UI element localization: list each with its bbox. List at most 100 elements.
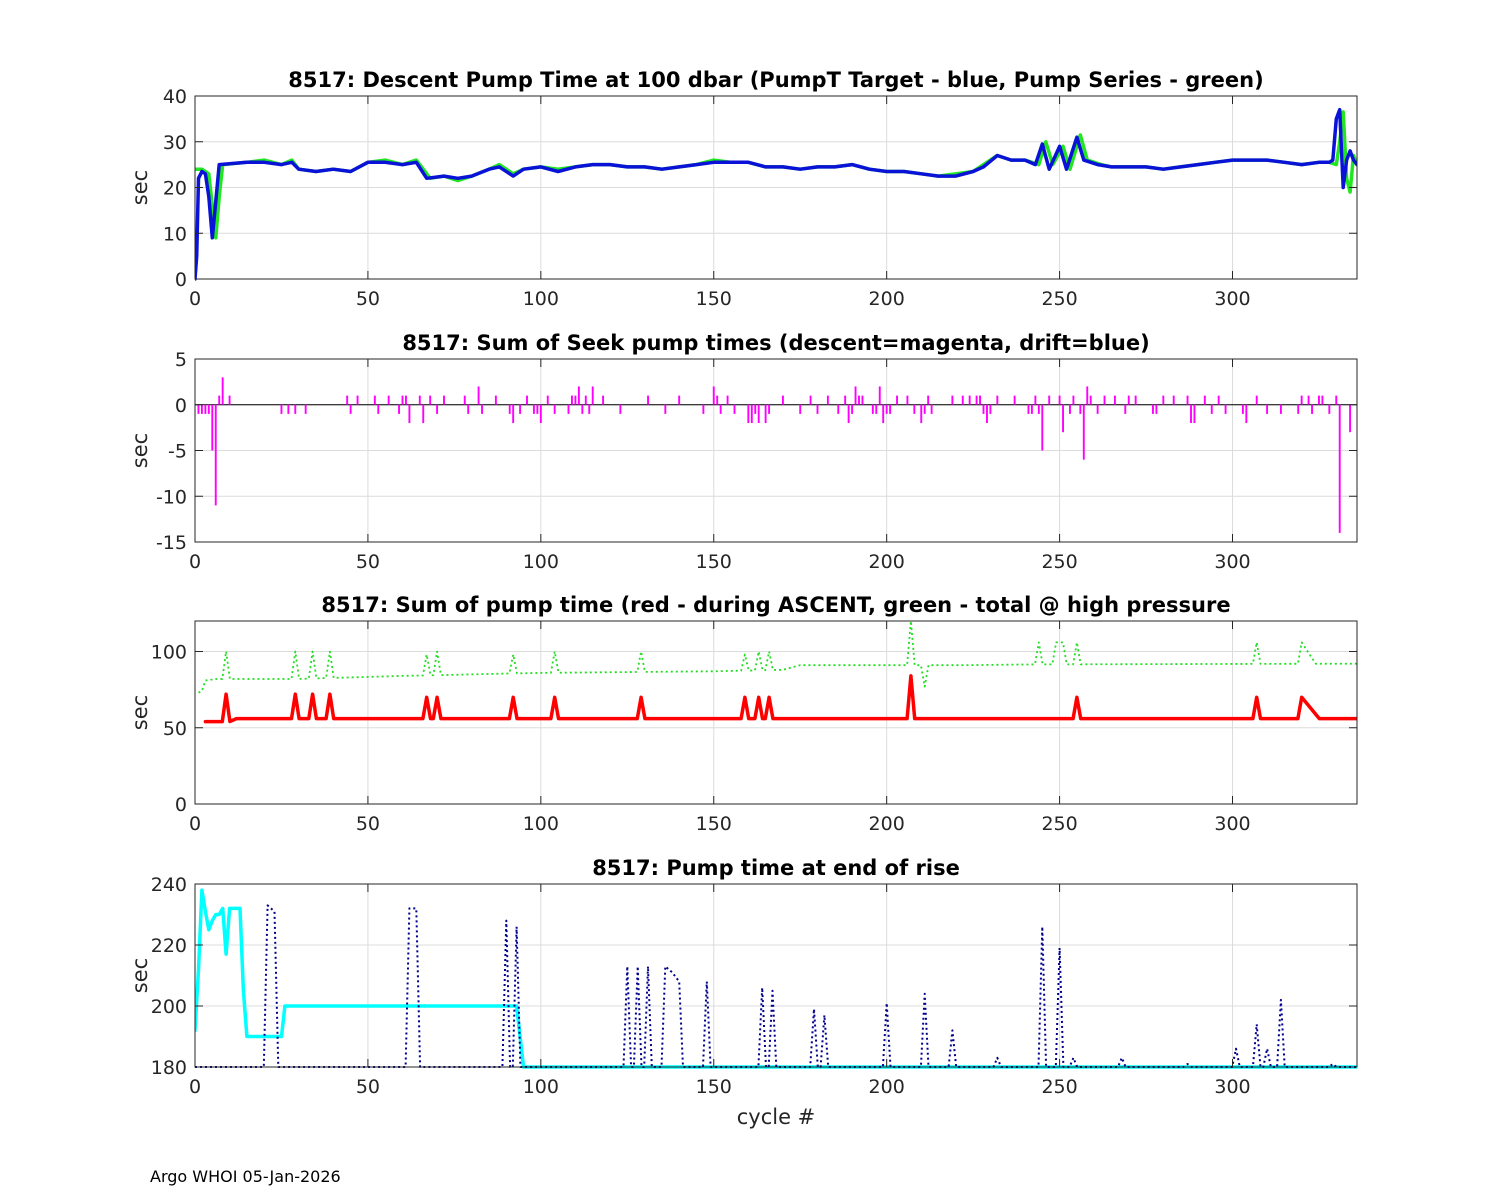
seek-bar	[211, 404, 214, 451]
footer-credit: Argo WHOI 05-Jan-2026	[150, 1167, 341, 1186]
seek-bar	[647, 395, 649, 405]
seek-bar	[1224, 404, 1227, 414]
y-tick-label: 40	[163, 86, 187, 108]
seek-bar	[536, 404, 539, 414]
seek-bar	[443, 395, 445, 405]
x-tick-label: 150	[696, 288, 732, 310]
x-tick-label: 250	[1041, 551, 1077, 573]
x-axis-label: cycle #	[737, 1105, 816, 1129]
seek-bar	[1082, 404, 1085, 460]
x-tick-label: 0	[189, 551, 201, 573]
y-tick-label: 180	[151, 1057, 187, 1079]
x-tick-label: 200	[869, 813, 905, 835]
seek-bar	[401, 395, 404, 405]
x-tick-label: 0	[189, 288, 201, 310]
seek-bar	[584, 395, 587, 405]
seek-bar	[1349, 404, 1352, 433]
seek-bar	[1203, 395, 1206, 405]
seek-bar	[861, 395, 864, 405]
x-tick-label: 50	[356, 1076, 380, 1098]
seek-bar	[996, 395, 999, 405]
seek-bar	[968, 395, 971, 405]
x-tick-label: 200	[869, 551, 905, 573]
seek-bar	[982, 404, 985, 414]
seek-bar	[1086, 386, 1089, 405]
seek-bar	[1335, 395, 1338, 405]
seek-bar	[373, 395, 376, 405]
seek-bar	[809, 395, 812, 405]
seek-bar	[816, 404, 819, 414]
panel-descent-pump-time: 0 50 100 150 200 250 300 0 10 20 30 40 8517: Descent…	[128, 68, 1358, 310]
ticks: 0 50 100 150 200 250 300 180 200 220 240	[151, 874, 1357, 1098]
seek-bar	[1089, 395, 1092, 405]
seek-bar	[1041, 404, 1044, 451]
seek-bar	[1048, 395, 1051, 405]
series-line-total-high-pressure	[198, 620, 1357, 694]
seek-bar	[1297, 404, 1300, 414]
seek-bar	[768, 404, 771, 414]
y-tick-label: 0	[175, 794, 187, 816]
seek-bar	[532, 404, 535, 414]
seek-bar	[214, 404, 217, 506]
seek-bar	[422, 404, 425, 424]
y-tick-label: 30	[163, 132, 187, 154]
chart-title: 8517: Sum of Seek pump times (descent=ma…	[402, 331, 1149, 355]
y-axis-label: sec	[128, 170, 152, 205]
seek-bar	[508, 404, 511, 414]
seek-bar	[1072, 395, 1075, 405]
chart-title: 8517: Descent Pump Time at 100 dbar (Pum…	[288, 68, 1263, 92]
seek-bar	[304, 404, 307, 414]
seek-bar	[951, 395, 954, 405]
ticks: 0 50 100 150 200 250 300 0 50 100	[151, 621, 1357, 835]
series-line-during-ascent	[203, 674, 1357, 724]
seek-bar	[602, 395, 605, 405]
x-tick-label: 200	[869, 288, 905, 310]
seek-bar	[1172, 395, 1175, 405]
seek-bar	[377, 404, 380, 414]
data-marks	[195, 377, 1357, 533]
y-tick-label: 20	[163, 178, 187, 200]
seek-bar	[826, 395, 829, 405]
seek-bar	[664, 404, 667, 414]
seek-bar	[1217, 395, 1220, 405]
y-tick-label: -5	[168, 441, 187, 463]
seek-bar	[1190, 404, 1192, 424]
seek-bar	[896, 395, 898, 405]
seek-bar	[1307, 395, 1310, 405]
seek-bar	[553, 404, 556, 414]
seek-bar	[1037, 404, 1040, 414]
data-marks	[195, 107, 1357, 281]
seek-bar	[1058, 395, 1061, 405]
y-axis-label: sec	[128, 433, 152, 468]
x-tick-label: 50	[356, 288, 380, 310]
seek-bar	[207, 404, 210, 414]
y-tick-label: 240	[151, 874, 187, 896]
seek-bar	[844, 395, 847, 405]
y-axis-label: sec	[128, 695, 152, 730]
seek-bar	[619, 404, 622, 414]
seek-bar	[1255, 395, 1258, 405]
y-tick-label: 10	[163, 223, 187, 245]
x-tick-label: 250	[1041, 813, 1077, 835]
x-tick-label: 50	[356, 813, 380, 835]
seek-bar	[906, 395, 909, 405]
seek-bar	[228, 395, 231, 405]
grid	[195, 621, 1357, 804]
seek-bar	[1113, 395, 1116, 405]
seek-bar	[346, 395, 349, 405]
seek-bar	[294, 404, 297, 414]
ticks: 0 50 100 150 200 250 300 0 10 20 30 40	[163, 86, 1357, 310]
seek-bar	[398, 404, 400, 414]
y-tick-label: -15	[156, 532, 187, 554]
seek-bar	[591, 386, 594, 405]
seek-bar	[546, 395, 549, 405]
seek-bar	[1034, 395, 1037, 405]
seek-bar	[519, 404, 522, 414]
x-tick-label: 150	[696, 813, 732, 835]
seek-bar	[418, 395, 421, 405]
seek-bar	[1279, 404, 1282, 414]
x-tick-label: 300	[1214, 288, 1250, 310]
grid	[195, 96, 1357, 279]
x-tick-label: 0	[189, 1076, 201, 1098]
seek-bar	[577, 386, 580, 405]
